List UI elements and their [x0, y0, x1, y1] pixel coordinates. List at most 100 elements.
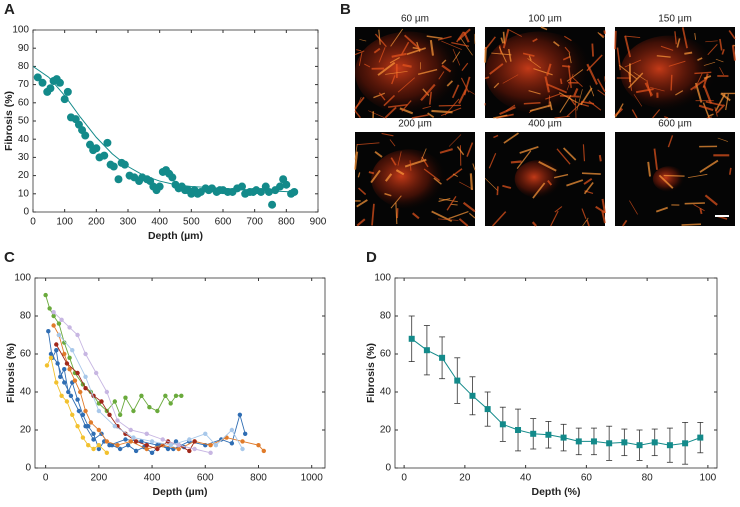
point	[125, 443, 131, 448]
tissue-glow	[652, 166, 686, 192]
point	[128, 427, 133, 433]
fiber	[660, 45, 674, 51]
point	[51, 323, 56, 328]
point	[62, 351, 67, 357]
fiber	[533, 68, 553, 76]
fiber	[510, 160, 522, 164]
fiber	[581, 100, 595, 105]
point	[590, 438, 597, 445]
fiber	[402, 63, 412, 68]
fiber	[390, 195, 402, 209]
fiber	[359, 39, 367, 42]
fiber	[460, 77, 470, 93]
fiber	[668, 60, 686, 67]
y-tick-label: 80	[380, 311, 392, 322]
fiber	[597, 31, 604, 39]
point	[100, 151, 109, 160]
fiber	[694, 73, 703, 90]
fiber	[720, 92, 731, 102]
fiber	[491, 211, 507, 227]
point	[423, 347, 430, 354]
point	[91, 446, 96, 452]
point	[120, 160, 129, 169]
fiber	[635, 88, 654, 94]
fiber	[702, 102, 710, 119]
fiber	[628, 72, 644, 89]
x-tick-label: 20	[459, 473, 471, 484]
point	[54, 342, 59, 347]
fiber	[624, 35, 632, 58]
fiber	[581, 208, 587, 219]
fiber	[488, 153, 497, 169]
fiber	[427, 112, 435, 118]
image-label: 400 µm	[528, 119, 562, 130]
fiber	[559, 94, 572, 113]
fiber	[554, 115, 570, 119]
point	[131, 435, 136, 440]
point	[104, 389, 110, 395]
fiber	[498, 46, 507, 63]
fiber	[595, 205, 606, 214]
point	[59, 393, 64, 398]
point	[83, 386, 88, 391]
y-tick-label: 20	[18, 170, 30, 181]
image-label: 100 µm	[528, 14, 562, 25]
point	[103, 138, 112, 147]
fiber	[694, 33, 697, 40]
fiber	[576, 89, 583, 111]
y-tick-label: 50	[18, 116, 30, 127]
fiber	[715, 58, 724, 63]
fiber	[546, 83, 568, 94]
fiber	[364, 63, 371, 68]
fiber	[596, 78, 606, 93]
fiber	[429, 39, 435, 56]
fiber	[531, 221, 537, 227]
point	[163, 393, 168, 398]
fiber	[614, 103, 624, 118]
point	[55, 361, 60, 366]
fiber	[391, 52, 407, 58]
fiber	[385, 70, 408, 75]
point	[168, 443, 173, 448]
point	[59, 317, 64, 322]
y-tick-label: 60	[18, 97, 30, 108]
fiber	[522, 52, 535, 57]
fiber	[616, 47, 622, 71]
fiber	[384, 173, 393, 182]
point	[131, 408, 136, 414]
point	[112, 399, 118, 404]
y-tick-label: 20	[20, 425, 32, 436]
fiber	[571, 76, 583, 88]
fiber	[687, 173, 708, 179]
point	[237, 412, 243, 417]
fiber	[728, 167, 732, 175]
fiber	[395, 169, 405, 176]
fiber	[472, 163, 476, 171]
fiber	[532, 182, 546, 199]
point	[60, 95, 69, 104]
fiber	[502, 28, 510, 49]
fiber	[622, 219, 628, 227]
x-tick-label: 800	[278, 217, 295, 228]
y-tick-label: 90	[18, 43, 30, 54]
fiber	[655, 206, 669, 213]
fiber	[390, 157, 397, 166]
fiber	[545, 93, 561, 100]
point	[46, 329, 51, 334]
fiber	[519, 146, 539, 154]
fiber	[491, 52, 512, 56]
image-label: 600 µm	[658, 119, 692, 130]
fiber	[404, 158, 427, 168]
fiber	[532, 38, 538, 43]
fiber	[546, 63, 552, 76]
fiber	[658, 174, 674, 189]
fiber	[578, 102, 590, 107]
point	[93, 370, 99, 376]
fiber	[529, 104, 551, 112]
point	[144, 431, 149, 436]
point	[240, 446, 245, 452]
point	[48, 355, 54, 360]
fiber	[699, 208, 703, 215]
fiber	[423, 168, 441, 182]
fiber	[591, 43, 595, 57]
